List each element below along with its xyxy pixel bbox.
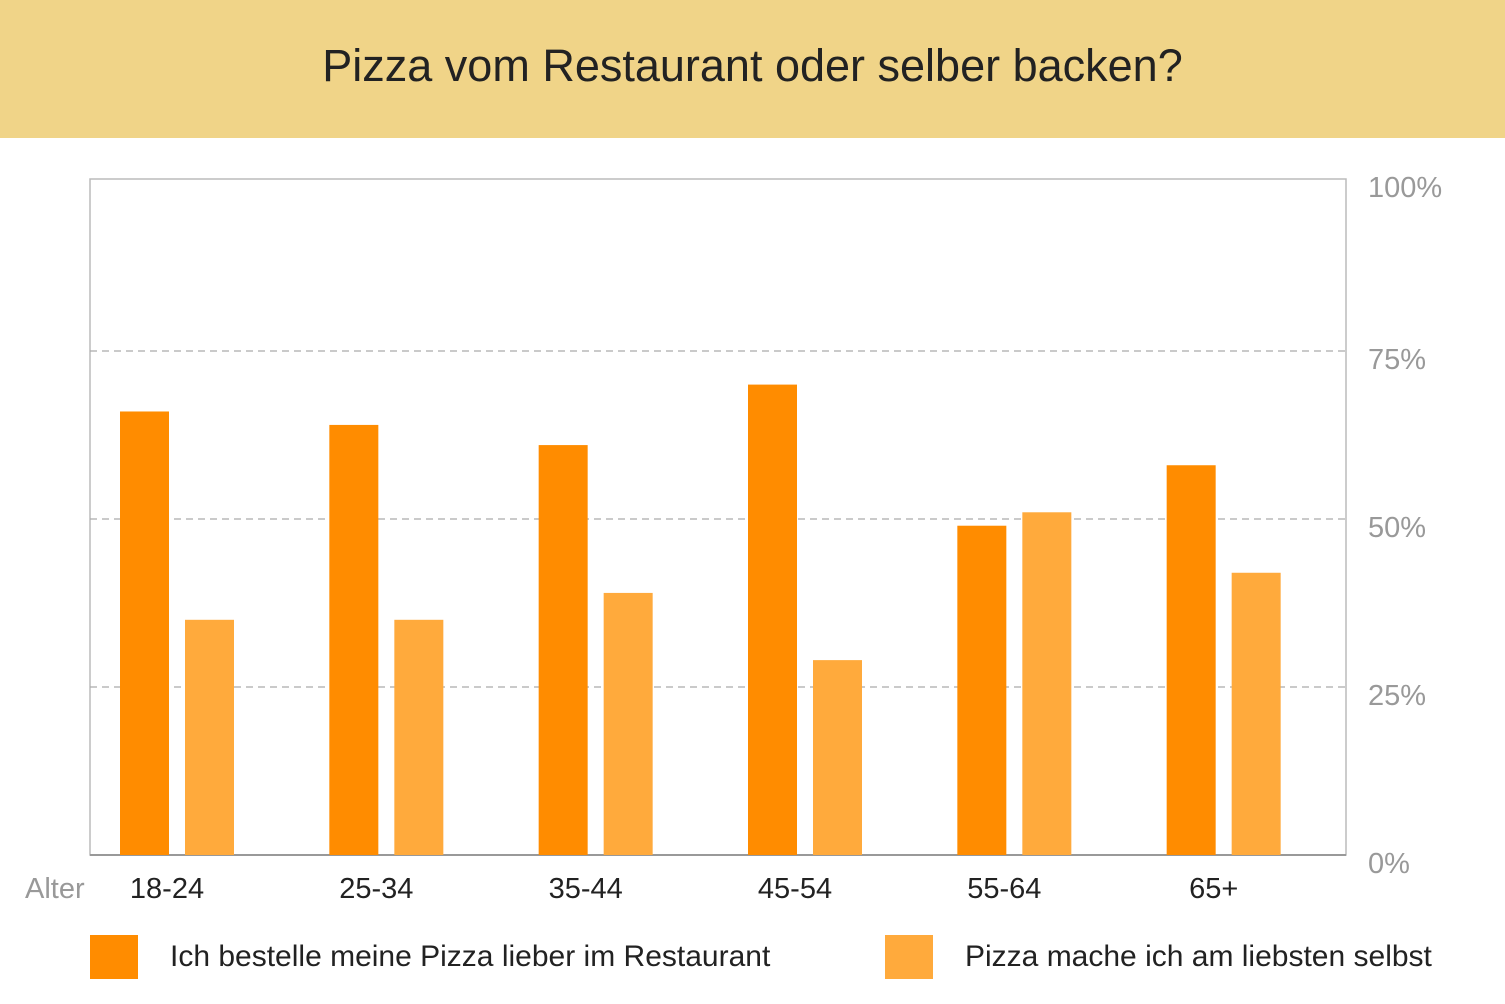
bar-45-54-selbst	[813, 660, 862, 855]
y-tick-label: 75%	[1368, 344, 1426, 376]
x-axis-label: Alter	[25, 873, 85, 905]
y-tick-label: 50%	[1368, 512, 1426, 544]
x-tick-label: 35-44	[549, 873, 623, 905]
x-tick-label: 45-54	[758, 873, 832, 905]
x-tick-label: 55-64	[967, 873, 1041, 905]
chart-title: Pizza vom Restaurant oder selber backen?	[322, 40, 1183, 91]
legend-swatch	[90, 935, 138, 979]
bar-18-24-selbst	[185, 619, 234, 855]
bar-25-34-selbst	[394, 619, 444, 855]
plot-frame	[89, 178, 1347, 856]
bar-18-24-restaurant	[120, 411, 169, 855]
x-tick-label: 25-34	[339, 873, 413, 905]
legend-label: Ich bestelle meine Pizza lieber im Resta…	[170, 940, 771, 973]
legend-item-restaurant: Ich bestelle meine Pizza lieber im Resta…	[90, 935, 770, 979]
bar-65+-selbst	[1231, 572, 1281, 855]
bar-35-44-selbst	[603, 592, 653, 855]
y-tick-label: 25%	[1368, 680, 1426, 712]
legend-label: Pizza mache ich am liebsten selbst	[965, 940, 1432, 973]
bar-45-54-restaurant	[748, 384, 797, 855]
x-tick-label: 18-24	[130, 873, 204, 905]
bar-55-64-selbst	[1022, 512, 1072, 855]
legend-item-selbst: Pizza mache ich am liebsten selbst	[885, 935, 1432, 979]
bar-25-34-restaurant	[329, 424, 379, 855]
bar-35-44-restaurant	[538, 445, 588, 855]
bar-65+-restaurant	[1166, 465, 1216, 855]
title-band: Pizza vom Restaurant oder selber backen?	[0, 0, 1505, 138]
y-tick-label: 100%	[1368, 172, 1442, 204]
x-tick-label: 65+	[1189, 873, 1238, 905]
bar-55-64-restaurant	[957, 525, 1007, 855]
legend-swatch	[885, 935, 933, 979]
y-tick-label: 0%	[1368, 848, 1410, 880]
